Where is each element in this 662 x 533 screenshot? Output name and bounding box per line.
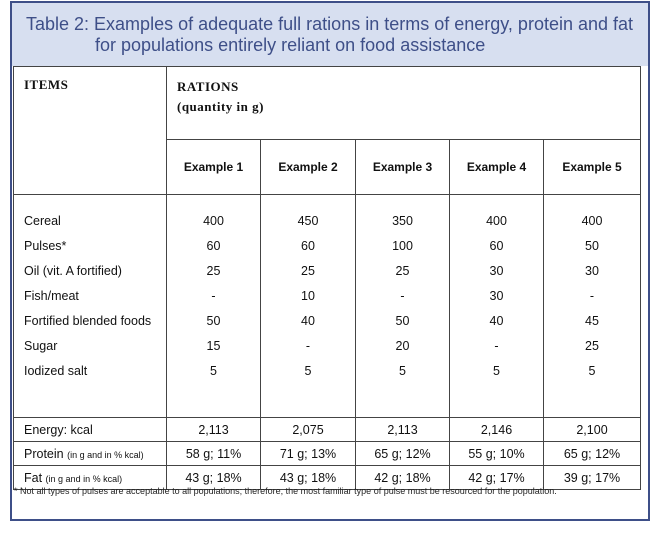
value-cell: 400 — [581, 214, 603, 228]
example-3-header: Example 3 — [355, 139, 450, 195]
value-cell: 30 — [489, 289, 504, 303]
rations-label: RATIONS — [177, 79, 239, 94]
value-cell: 100 — [392, 239, 413, 253]
value-cell: 450 — [297, 214, 319, 228]
item-label: Iodized salt — [24, 364, 88, 378]
quantity-label: (quantity in g) — [177, 99, 264, 114]
value-cell: - — [494, 339, 499, 353]
items-header: ITEMS — [13, 66, 167, 195]
energy-value: 2,075 — [260, 417, 356, 442]
energy-value: 2,113 — [355, 417, 450, 442]
item-label: Cereal — [24, 214, 61, 228]
value-cell: 50 — [206, 314, 221, 328]
protein-label-cell: Protein (in g and in % kcal) — [13, 441, 167, 466]
value-cell: 60 — [489, 239, 504, 253]
energy-value: 2,113 — [166, 417, 261, 442]
example-4-header: Example 4 — [449, 139, 544, 195]
value-cell: 25 — [585, 339, 599, 353]
value-cell: 45 — [585, 314, 599, 328]
protein-value: 65 g; 12% — [355, 441, 450, 466]
value-cell: 400 — [203, 214, 224, 228]
fat-label: Fat — [24, 470, 43, 485]
value-cell: 10 — [301, 289, 315, 303]
value-cell: 30 — [489, 264, 504, 278]
example-2-header: Example 2 — [260, 139, 356, 195]
example-1-values: 400 60 25 - 50 15 5 — [166, 194, 261, 418]
value-cell: 5 — [304, 364, 312, 378]
title-line-2: for populations entirely reliant on food… — [95, 35, 486, 55]
value-cell: 5 — [493, 364, 500, 378]
value-cell: 50 — [585, 239, 599, 253]
protein-value: 65 g; 12% — [543, 441, 641, 466]
energy-label: Energy: kcal — [13, 417, 167, 442]
fat-value: 42 g; 17% — [449, 465, 544, 490]
value-cell: 25 — [206, 264, 221, 278]
example-5-values: 400 50 30 - 45 25 5 — [543, 194, 641, 418]
value-cell: - — [305, 339, 311, 353]
title-line-1: Table 2: Examples of adequate full ratio… — [26, 14, 634, 34]
value-cell: 350 — [392, 214, 413, 228]
example-5-header: Example 5 — [543, 139, 641, 195]
energy-value: 2,100 — [543, 417, 641, 442]
energy-value: 2,146 — [449, 417, 544, 442]
protein-value: 71 g; 13% — [260, 441, 356, 466]
example-4-values: 400 60 30 30 40 - 5 — [449, 194, 544, 418]
footnote: * Not all types of pulses are acceptable… — [14, 486, 557, 496]
value-cell: - — [400, 289, 405, 303]
example-1-header: Example 1 — [166, 139, 261, 195]
value-cell: 50 — [395, 314, 410, 328]
value-cell: 400 — [486, 214, 507, 228]
protein-label: Protein — [24, 446, 64, 461]
protein-value: 58 g; 11% — [166, 441, 261, 466]
value-cell: 40 — [301, 314, 315, 328]
item-label: Fortified blended foods — [24, 314, 152, 328]
value-cell: 25 — [301, 264, 315, 278]
protein-note: (in g and in % kcal) — [67, 449, 144, 460]
item-label: Fish/meat — [24, 289, 79, 303]
fat-value: 42 g; 18% — [355, 465, 450, 490]
value-cell: 60 — [206, 239, 221, 253]
value-cell: 20 — [395, 339, 410, 353]
value-cell: 25 — [395, 264, 410, 278]
fat-note: (in g and in % kcal) — [45, 473, 123, 484]
value-cell: - — [589, 289, 595, 303]
example-2-values: 450 60 25 10 40 - 5 — [260, 194, 356, 418]
value-cell: 60 — [301, 239, 315, 253]
item-label: Sugar — [24, 339, 58, 353]
fat-value: 39 g; 17% — [543, 465, 641, 490]
value-cell: 5 — [210, 364, 217, 378]
item-label: Pulses* — [24, 239, 67, 253]
table-title: Table 2: Examples of adequate full ratio… — [12, 3, 648, 66]
value-cell: 5 — [399, 364, 406, 378]
value-cell: 30 — [585, 264, 599, 278]
items-cell: Cereal Pulses* Oil (vit. A fortified) Fi… — [13, 194, 167, 418]
rations-header: RATIONS (quantity in g) — [166, 66, 641, 140]
protein-value: 55 g; 10% — [449, 441, 544, 466]
value-cell: 15 — [206, 339, 221, 353]
example-3-values: 350 100 25 - 50 20 5 — [355, 194, 450, 418]
ration-table: ITEMS RATIONS (quantity in g) Example 1 … — [13, 66, 641, 490]
value-cell: 5 — [588, 364, 596, 378]
item-label: Oil (vit. A fortified) — [24, 264, 122, 278]
fat-value: 43 g; 18% — [260, 465, 356, 490]
value-cell: 40 — [489, 314, 504, 328]
value-cell: - — [211, 289, 216, 303]
